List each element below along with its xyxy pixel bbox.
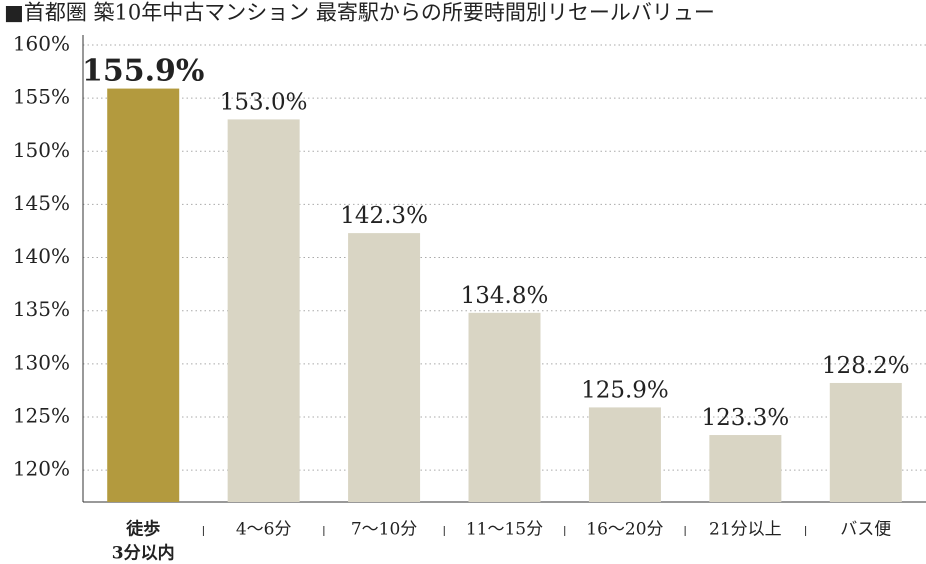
value-label: 128.2% [822, 353, 910, 379]
y-tick-label: 130% [13, 350, 70, 374]
x-tick-label: 徒歩 [125, 519, 160, 540]
bar [348, 233, 421, 502]
bar [468, 312, 541, 502]
y-tick-label: 150% [13, 138, 70, 162]
x-tick-label: 16〜20分 [586, 520, 663, 540]
value-label: 123.3% [702, 405, 790, 431]
x-tick-label: 21分以上 [709, 520, 782, 540]
y-tick-label: 145% [13, 191, 70, 215]
x-tick-label: 11〜15分 [466, 520, 543, 540]
x-tick-label: 7〜10分 [351, 520, 417, 540]
x-tick-label: バス便 [840, 520, 891, 540]
bar [107, 88, 180, 503]
chart-title: ■首都圏 築10年中古マンション 最寄駅からの所要時間別リセールバリュー [4, 1, 715, 25]
value-label: 134.8% [461, 283, 549, 309]
bar [709, 435, 782, 502]
value-label: 153.0% [220, 89, 308, 115]
y-tick-label: 125% [13, 403, 70, 427]
x-tick-label: 3分以内 [112, 543, 175, 564]
bar [829, 382, 902, 502]
y-tick-label: 135% [13, 297, 70, 321]
value-label: 142.3% [340, 203, 428, 229]
y-tick-label: 140% [13, 244, 70, 268]
y-tick-label: 155% [13, 85, 70, 109]
bar [588, 407, 661, 502]
bar [227, 119, 300, 502]
x-tick-label: 4〜6分 [236, 520, 292, 540]
y-tick-label: 160% [13, 32, 70, 56]
value-label: 125.9% [581, 377, 669, 403]
value-label: 155.9% [82, 54, 204, 89]
y-tick-label: 120% [13, 457, 70, 481]
